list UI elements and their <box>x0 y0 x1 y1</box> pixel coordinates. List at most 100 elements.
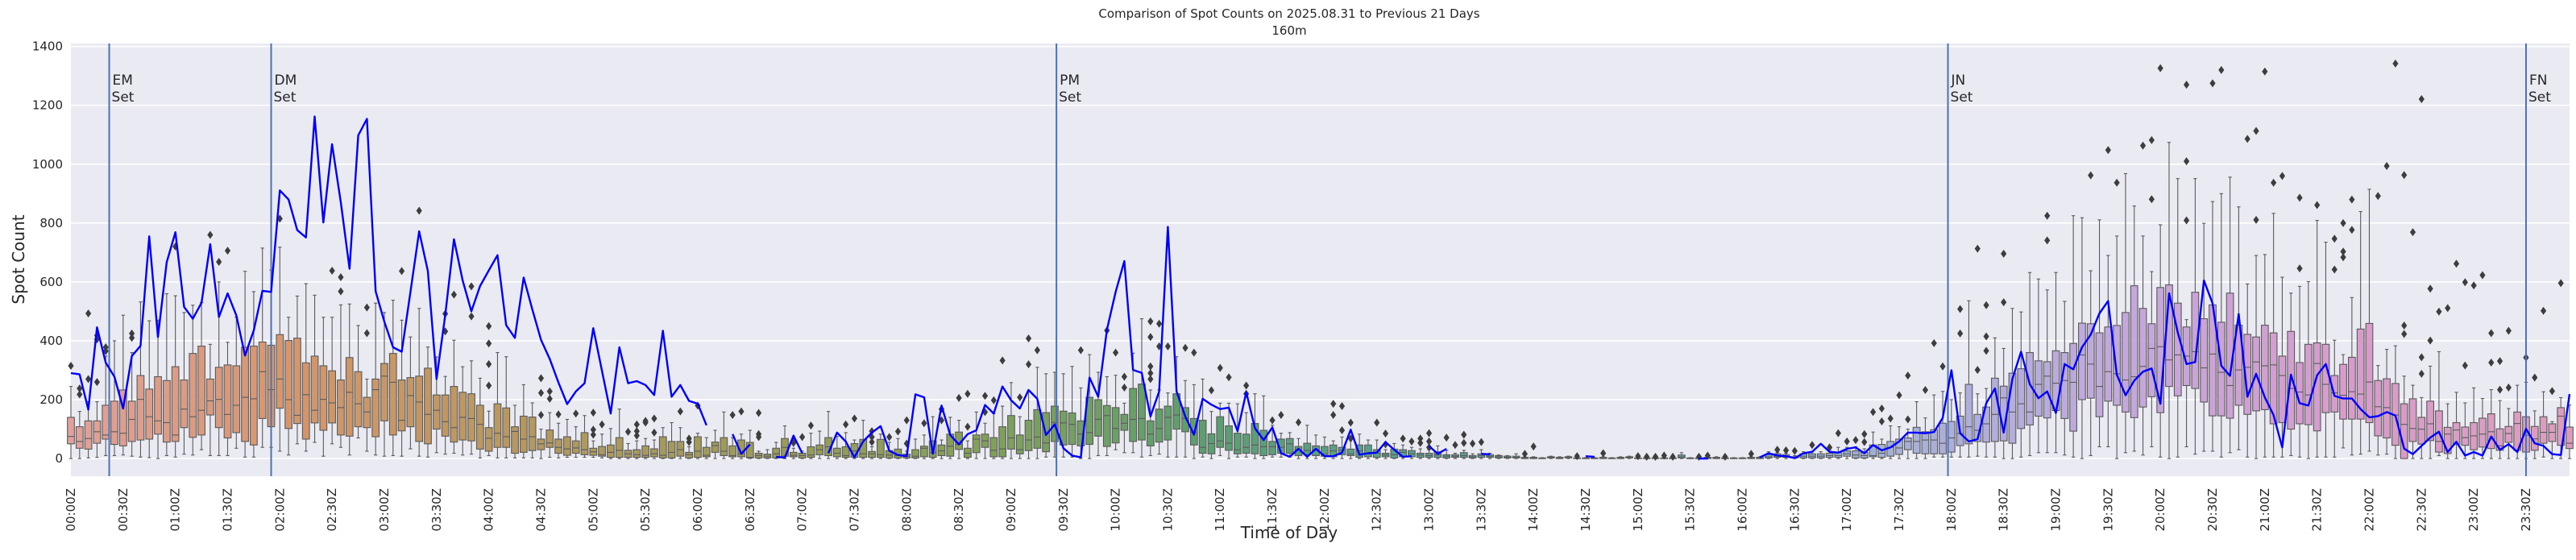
outlier-point <box>1661 451 1667 460</box>
outlier-point <box>921 419 927 428</box>
outlier-point <box>546 394 553 403</box>
outlier-point <box>77 390 83 399</box>
box-iqr <box>145 388 154 440</box>
box-214 <box>1930 338 1939 458</box>
x-tick-label: 00:30Z <box>116 488 131 532</box>
box-iqr <box>1181 407 1189 433</box>
outlier-point <box>1861 429 1868 438</box>
outlier-point <box>1164 342 1172 351</box>
outlier-point <box>2105 146 2111 155</box>
box-185 <box>1678 452 1686 459</box>
box-iqr <box>2400 403 2408 459</box>
outlier-point <box>2139 141 2147 150</box>
box-iqr <box>2113 325 2122 406</box>
outlier-point <box>1112 348 1119 357</box>
outlier-point <box>2532 373 2538 382</box>
outlier-point <box>537 374 545 383</box>
outlier-point <box>546 387 553 396</box>
outlier-point <box>1652 452 1659 461</box>
box-193 <box>1747 450 1756 459</box>
box-iqr <box>563 436 571 456</box>
box-iqr <box>2383 378 2391 439</box>
box-iqr <box>1198 420 1207 454</box>
box-164 <box>1495 454 1503 459</box>
box-210 <box>1895 391 1903 459</box>
outlier-point <box>129 329 135 338</box>
outlier-point <box>1748 450 1754 458</box>
box-iqr <box>1364 444 1372 458</box>
box-212 <box>1912 401 1921 459</box>
box-89 <box>841 420 850 459</box>
box-285 <box>2548 387 2557 459</box>
outlier-point <box>2183 157 2190 166</box>
x-tick-label: 02:30Z <box>325 488 339 532</box>
box-168 <box>1529 442 1538 459</box>
outlier-point <box>1878 417 1885 426</box>
x-axis-ticks: 00:00Z 00:30Z 01:00Z 01:30Z 02:00Z 02:30Z 03:0… <box>64 488 2533 532</box>
box-iqr <box>598 446 606 457</box>
box-iqr <box>2487 413 2495 450</box>
box-60 <box>589 409 598 458</box>
current-day-line-segment <box>70 115 707 426</box>
outlier-point <box>2183 216 2190 225</box>
outlier-point <box>2496 357 2503 366</box>
outlier-point <box>2470 281 2477 290</box>
x-tick-label: 09:00Z <box>1004 488 1018 532</box>
box-iqr <box>1155 409 1164 443</box>
x-tick-label: 07:00Z <box>795 488 810 532</box>
outlier-point <box>1147 369 1154 378</box>
box-73 <box>702 437 711 459</box>
box-224 <box>2017 311 2026 458</box>
outlier-point <box>633 420 640 429</box>
outlier-point <box>729 411 736 420</box>
box-iqr <box>301 362 310 440</box>
box-iqr <box>310 355 319 424</box>
x-tick-label: 08:30Z <box>952 488 966 532</box>
box-iqr <box>258 341 267 419</box>
box-iqr <box>2138 308 2147 408</box>
box-iqr <box>276 334 284 409</box>
box-iqr <box>1930 429 1939 454</box>
box-12 <box>171 243 180 458</box>
box-iqr <box>1129 388 1138 442</box>
box-6 <box>118 314 127 456</box>
box-45 <box>458 366 467 456</box>
box-iqr <box>519 415 528 453</box>
box-iqr <box>1912 426 1921 454</box>
outlier-point <box>1338 402 1346 411</box>
outlier-point <box>2418 353 2425 362</box>
outlier-point <box>2088 171 2094 180</box>
box-iqr <box>1921 431 1930 454</box>
box-iqr <box>84 420 93 450</box>
outlier-point <box>2505 384 2512 392</box>
x-tick-label: 21:30Z <box>2310 488 2325 532</box>
box-iqr <box>571 440 580 454</box>
box-iqr <box>1094 399 1102 437</box>
outlier-point <box>1844 437 1850 446</box>
box-iqr <box>380 363 388 421</box>
outlier-point <box>486 381 492 390</box>
x-tick-label: 18:30Z <box>1997 488 2011 532</box>
box-128 <box>1181 343 1189 458</box>
box-iqr <box>2356 328 2365 420</box>
box-16 <box>206 230 214 456</box>
box-63 <box>615 409 624 459</box>
box-102 <box>955 393 963 459</box>
event-label-name: DM <box>275 73 297 89</box>
box-iqr <box>841 446 850 458</box>
outlier-point <box>903 439 910 448</box>
outlier-point <box>2253 127 2259 135</box>
box-iqr <box>1259 429 1268 456</box>
box-iqr <box>293 338 301 425</box>
box-iqr <box>2095 332 2104 417</box>
box-iqr <box>450 386 458 443</box>
box-239 <box>2147 135 2156 448</box>
x-tick-label: 00:00Z <box>64 488 78 532</box>
box-62 <box>607 428 615 459</box>
box-iqr <box>2539 416 2548 444</box>
box-0 <box>67 362 75 459</box>
x-tick-label: 16:30Z <box>1787 488 1802 532</box>
box-179 <box>1625 455 1633 459</box>
box-iqr <box>2173 302 2182 396</box>
outlier-point <box>2401 330 2408 338</box>
